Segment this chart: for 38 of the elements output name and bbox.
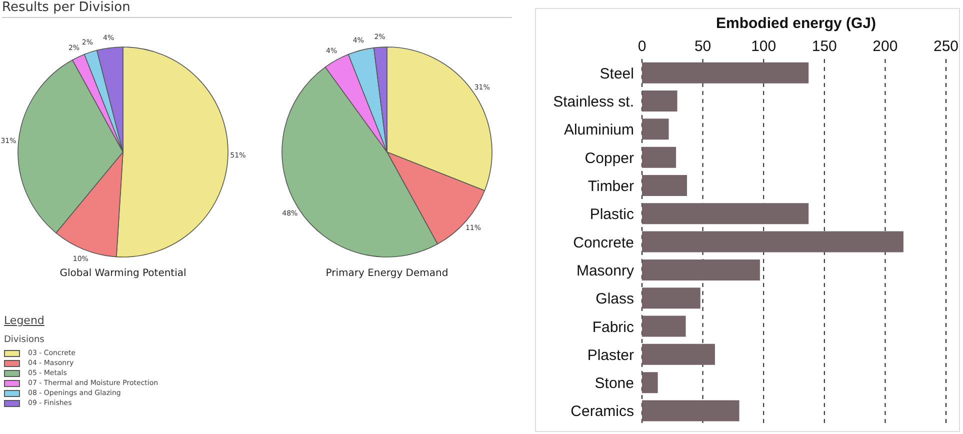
slice-label: Global Warming Potential (58, 268, 188, 279)
bar (642, 259, 760, 280)
x-tick-label: 0 (638, 38, 646, 55)
y-tick-label: Glass (596, 290, 634, 308)
bar (642, 400, 740, 422)
bar (642, 316, 686, 337)
y-tick-label: Stainless st. (553, 94, 634, 111)
y-tick-label: Copper (584, 150, 634, 167)
x-axis-title: Embodied energy (GJ) (714, 15, 878, 32)
slice-label: Primary Energy Demand (324, 268, 450, 279)
text: Results per Division (2, 0, 512, 18)
y-tick-label: Timber (588, 178, 634, 196)
y-tick-label: Fabric (592, 318, 634, 336)
x-tick-label: 200 (872, 38, 898, 55)
bar (642, 90, 678, 112)
x-tick-label: 250 (933, 38, 959, 55)
bar (642, 288, 700, 309)
y-tick-label: Plaster (587, 346, 634, 364)
legend-title: Divisions (4, 335, 46, 345)
bar (642, 203, 809, 224)
y-tick-label: Plastic (590, 206, 634, 224)
bar (642, 231, 904, 252)
y-tick-label: Aluminium (564, 122, 634, 139)
bar (642, 118, 669, 140)
y-tick-label: Masonry (576, 262, 634, 280)
y-tick-label: Concrete (573, 234, 634, 252)
bar (642, 372, 658, 394)
y-tick-label: Steel (600, 65, 634, 82)
bar (642, 146, 676, 168)
x-tick-label: 150 (812, 38, 837, 55)
x-tick-label: 100 (751, 38, 776, 55)
y-tick-label: Stone (594, 375, 634, 392)
y-tick-label: Ceramics (570, 403, 634, 420)
bar (642, 174, 687, 196)
text: Legend (4, 314, 46, 327)
bar (642, 62, 809, 84)
bar (642, 344, 715, 365)
x-tick-label: 50 (694, 38, 712, 55)
